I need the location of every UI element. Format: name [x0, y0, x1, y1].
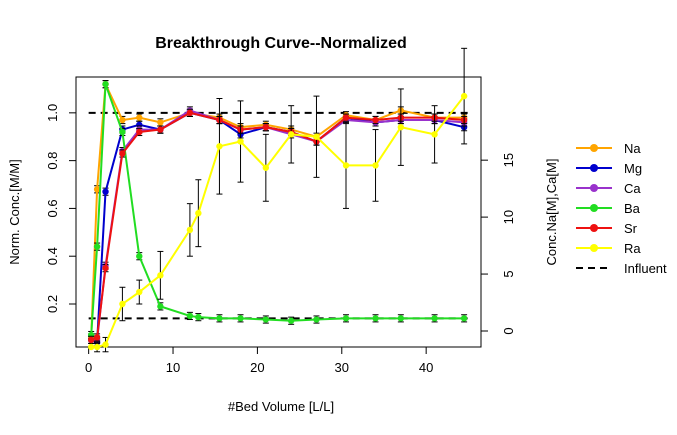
data-point-ra — [87, 343, 95, 351]
legend-label-ca: Ca — [624, 181, 641, 196]
data-point-ba — [372, 315, 379, 322]
legend-marker-ra — [590, 244, 598, 252]
y-axis-title: Norm. Conc.[M/M] — [7, 159, 22, 264]
x-tick-label: 30 — [335, 360, 349, 375]
data-point-sr — [136, 128, 143, 136]
data-point-ra — [431, 131, 438, 138]
data-point-ra — [119, 300, 126, 308]
x-axis-title: #Bed Volume [L/L] — [228, 399, 334, 414]
data-point-ra — [195, 209, 202, 217]
data-point-mg — [102, 188, 109, 195]
data-point-ra — [186, 226, 194, 234]
data-point-sr — [372, 116, 379, 124]
data-point-ba — [287, 317, 295, 324]
legend-label-sr: Sr — [624, 221, 638, 236]
legend-marker-mg — [590, 164, 598, 172]
y2-tick-label: 0 — [501, 327, 516, 334]
data-point-ra — [157, 272, 164, 279]
y2-tick-label: 15 — [501, 153, 516, 167]
data-point-na — [93, 186, 101, 193]
data-point-ba — [262, 316, 270, 323]
legend-label-mg: Mg — [624, 161, 642, 176]
data-point-ba — [397, 315, 405, 322]
x-tick-label: 40 — [419, 360, 433, 375]
series-line-ra — [91, 95, 465, 348]
y2-tick-label: 5 — [501, 270, 516, 277]
data-point-ra — [397, 123, 405, 131]
data-point-ra — [342, 162, 350, 169]
data-point-ra — [313, 133, 320, 140]
chart-title: Breakthrough Curve--Normalized — [155, 35, 407, 52]
data-point-ra — [237, 138, 244, 145]
data-point-ba — [460, 315, 468, 322]
data-point-ra — [102, 341, 109, 348]
y-tick-label: 0.2 — [45, 295, 60, 313]
legend-marker-ca — [590, 184, 598, 192]
data-point-ba — [157, 303, 164, 310]
legend-label-influent: Influent — [624, 261, 667, 276]
x-axis: 0 10 20 30 40 — [85, 346, 433, 375]
data-point-ba — [237, 315, 244, 322]
legend-label-ra: Ra — [624, 241, 641, 256]
data-point-ba — [136, 253, 143, 260]
data-point-ra — [93, 343, 101, 351]
x-tick-label: 20 — [250, 360, 264, 375]
data-point-na — [157, 119, 164, 126]
data-point-sr — [93, 334, 101, 341]
data-point-sr — [119, 150, 126, 157]
y-tick-label: 1.0 — [45, 104, 60, 122]
data-point-ra — [136, 288, 143, 296]
series-line-ba — [90, 83, 465, 336]
legend: Na Mg Ca Ba Sr Ra Influent — [576, 141, 667, 276]
data-point-ba — [102, 80, 109, 88]
series-ba — [87, 80, 468, 340]
data-point-na — [119, 116, 126, 124]
data-point-ba — [93, 243, 101, 250]
data-point-ba — [195, 313, 202, 321]
data-point-ra — [372, 162, 379, 169]
data-point-ba — [313, 316, 320, 323]
data-point-ba — [216, 315, 223, 322]
data-point-sr — [87, 336, 95, 344]
y-tick-label: 0.4 — [45, 247, 60, 265]
data-point-ba — [431, 315, 438, 322]
data-point-ba — [342, 315, 350, 322]
data-point-sr — [157, 126, 164, 133]
series-layer — [87, 47, 468, 353]
data-point-ra — [287, 131, 295, 138]
data-point-ba — [186, 312, 194, 320]
y2-axis: 0 5 10 15 — [480, 153, 516, 335]
y-tick-label: 0.6 — [45, 199, 60, 217]
data-point-sr — [186, 109, 194, 117]
y2-axis-title: Conc.Na[M],Ca[M] — [544, 159, 559, 266]
data-point-na — [136, 114, 143, 121]
series-ra — [87, 47, 468, 353]
legend-marker-sr — [590, 224, 598, 232]
legend-marker-ba — [590, 204, 598, 212]
data-point-sr — [102, 264, 109, 272]
legend-label-na: Na — [624, 141, 641, 156]
data-point-ra — [262, 164, 270, 171]
legend-marker-na — [590, 144, 598, 152]
y2-tick-label: 10 — [501, 210, 516, 224]
legend-label-ba: Ba — [624, 201, 641, 216]
y-tick-label: 0.8 — [45, 152, 60, 170]
data-point-sr — [342, 114, 350, 121]
x-tick-label: 0 — [85, 360, 92, 375]
data-point-sr — [262, 123, 270, 131]
data-point-ra — [216, 143, 223, 150]
x-tick-label: 10 — [166, 360, 180, 375]
data-point-ra — [460, 92, 468, 100]
data-point-ba — [119, 128, 126, 136]
y-axis: 0.2 0.4 0.6 0.8 1.0 — [45, 104, 77, 313]
